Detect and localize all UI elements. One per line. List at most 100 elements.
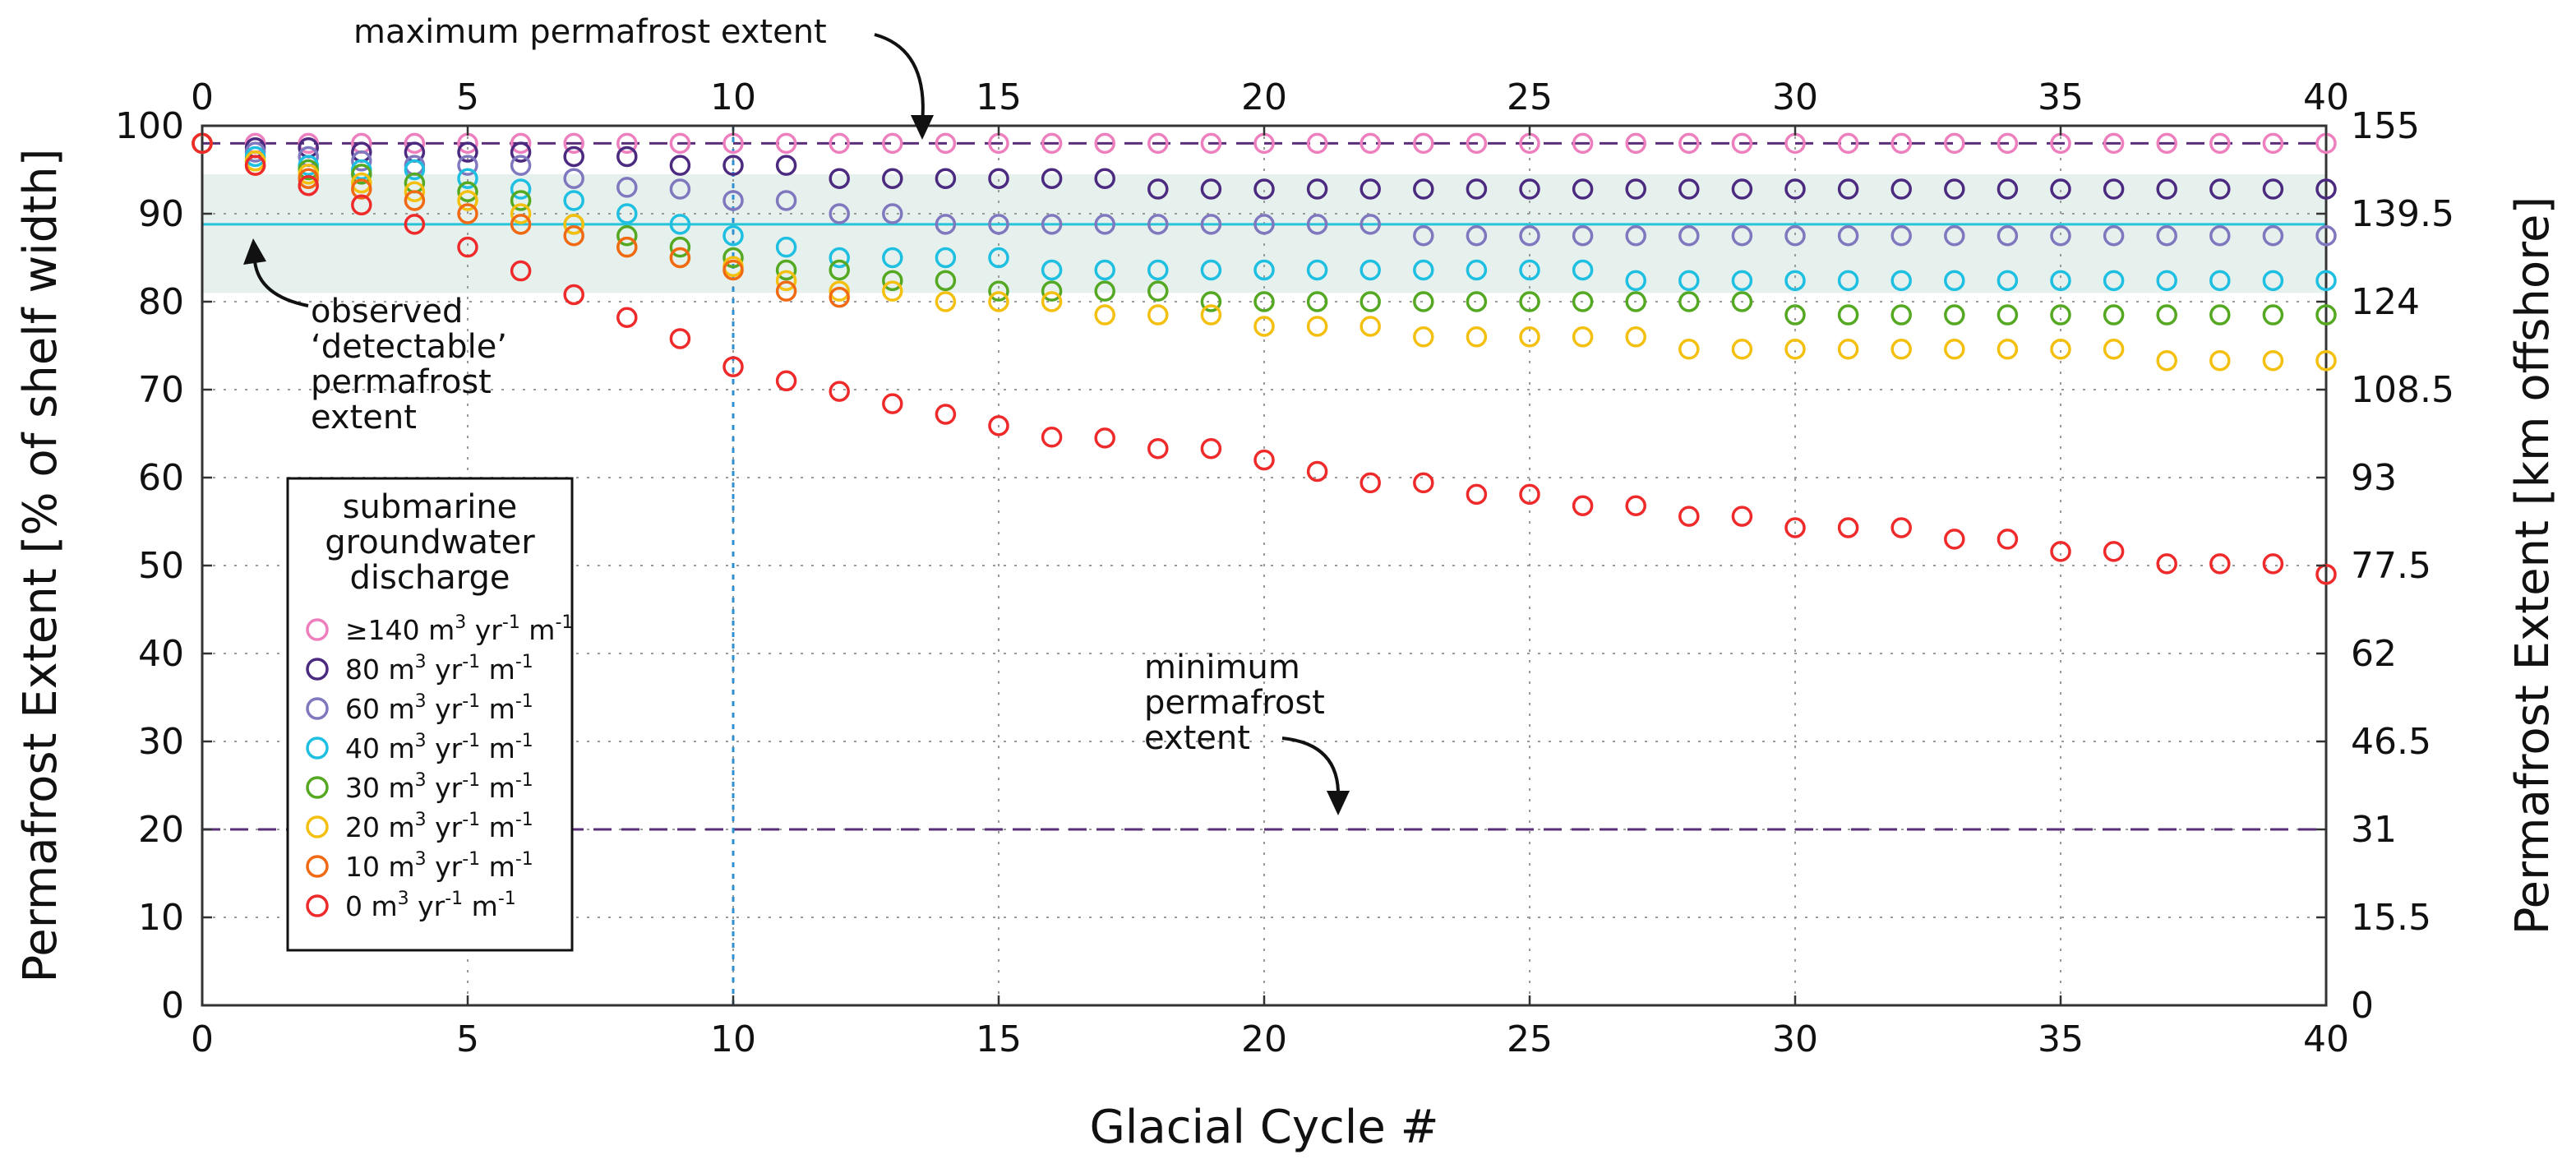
y-right-tick-label: 15.5 [2351, 897, 2431, 939]
data-point-s80 [1890, 178, 1912, 200]
data-point-s40 [1731, 270, 1753, 292]
data-point-s10 [775, 280, 797, 302]
data-point-s40 [1997, 270, 2019, 292]
data-point-s80 [2050, 178, 2071, 200]
data-point-s0 [1731, 506, 1753, 527]
data-point-s80 [2156, 178, 2177, 200]
max-extent-arrowhead [911, 115, 934, 140]
svg-text:minimum: minimum [1144, 649, 1300, 686]
data-point-s0 [244, 155, 266, 176]
y-tick-label: 0 [161, 985, 184, 1027]
data-point-s140 [563, 132, 584, 155]
x-tick-label: 15 [976, 1018, 1022, 1060]
data-point-s20 [1890, 339, 1912, 360]
y-axis-right-label: Permafrost Extent [km offshore] [2506, 196, 2560, 935]
data-point-s80 [1944, 178, 1965, 200]
data-point-s60 [1837, 225, 1859, 247]
data-point-s80 [1678, 178, 1700, 200]
data-point-s80 [1572, 178, 1594, 200]
data-point-s30 [1678, 291, 1700, 312]
data-point-s80 [882, 168, 903, 189]
data-point-s20 [829, 280, 850, 302]
data-point-s30 [1466, 291, 1488, 312]
data-point-s80 [1041, 168, 1063, 189]
data-point-s40 [1519, 259, 1540, 281]
data-point-s60 [1625, 225, 1646, 247]
y-tick-label: 10 [138, 897, 184, 939]
data-point-s30 [775, 259, 797, 281]
data-point-s40 [1784, 270, 1806, 292]
data-point-s80 [1200, 178, 1222, 200]
legend-item-label: 60 m3 yr-1 m-1 [345, 691, 533, 725]
data-point-s60 [722, 190, 744, 211]
data-point-s40 [404, 159, 426, 181]
min-extent-arrowhead [1327, 791, 1350, 815]
data-point-s60 [2262, 225, 2284, 247]
y-right-tick-label: 93 [2351, 457, 2397, 499]
y-right-tick-label: 31 [2351, 809, 2397, 851]
data-point-s10 [722, 259, 744, 281]
x-axis-label: Glacial Cycle # [1089, 1101, 1438, 1154]
data-point-s60 [1094, 214, 1115, 235]
data-point-s60 [510, 155, 532, 176]
y-right-tick-label: 108.5 [2351, 369, 2454, 411]
data-point-s0 [563, 284, 584, 306]
data-point-s20 [775, 270, 797, 292]
data-point-s20 [1200, 304, 1222, 326]
data-point-s40 [2209, 270, 2231, 292]
data-point-s0 [722, 356, 744, 377]
legend-item-label: 80 m3 yr-1 m-1 [345, 652, 533, 686]
data-point-s0 [1519, 483, 1540, 506]
data-point-s30 [669, 236, 691, 258]
data-point-s40 [457, 168, 478, 189]
data-point-s80 [1997, 178, 2019, 200]
legend-marker [306, 697, 329, 720]
data-point-s0 [1572, 495, 1594, 516]
data-point-s40 [2262, 270, 2284, 292]
y-tick-label: 40 [138, 633, 184, 675]
data-point-s80 [457, 141, 478, 163]
data-point-s140 [1572, 132, 1594, 155]
legend-marker [306, 776, 329, 799]
data-point-s30 [1997, 304, 2019, 326]
data-point-s40 [988, 247, 1009, 269]
data-point-s30 [1360, 291, 1381, 312]
max-extent-arrow [874, 33, 925, 124]
data-point-s20 [1466, 326, 1488, 348]
data-point-s0 [1306, 460, 1328, 483]
legend-marker [306, 618, 329, 641]
data-point-s10 [404, 190, 426, 211]
data-point-s140 [1306, 132, 1328, 155]
data-point-s40 [563, 190, 584, 211]
data-point-s40 [882, 247, 903, 269]
data-point-s80 [2103, 178, 2125, 200]
data-point-s80 [1784, 178, 1806, 200]
data-point-s80 [1253, 178, 1275, 200]
y-tick-label: 60 [138, 457, 184, 499]
data-point-s30 [2103, 304, 2125, 326]
data-point-s80 [2262, 178, 2284, 200]
data-point-s60 [1784, 225, 1806, 247]
data-point-s60 [616, 177, 638, 198]
y-tick-label: 70 [138, 369, 184, 411]
data-point-s40 [775, 236, 797, 258]
data-point-s0 [1784, 517, 1806, 538]
data-point-s10 [510, 214, 532, 235]
data-point-s0 [1253, 449, 1275, 471]
data-point-s40 [1094, 259, 1115, 281]
data-point-s40 [616, 203, 638, 224]
data-point-s30 [510, 190, 532, 211]
max-extent-annotation: maximum permafrost extent [353, 13, 827, 51]
data-point-s30 [2209, 304, 2231, 326]
data-point-s80 [722, 155, 744, 176]
data-point-s10 [351, 178, 372, 200]
data-point-s30 [1625, 291, 1646, 312]
data-point-s40 [2103, 270, 2125, 292]
legend-title-line: submarine [343, 488, 518, 526]
legend-marker [306, 855, 329, 878]
data-point-s0 [2262, 553, 2284, 575]
data-point-s60 [988, 214, 1009, 235]
data-point-s0 [510, 260, 532, 282]
data-point-s40 [669, 214, 691, 235]
data-point-s80 [1306, 178, 1328, 200]
